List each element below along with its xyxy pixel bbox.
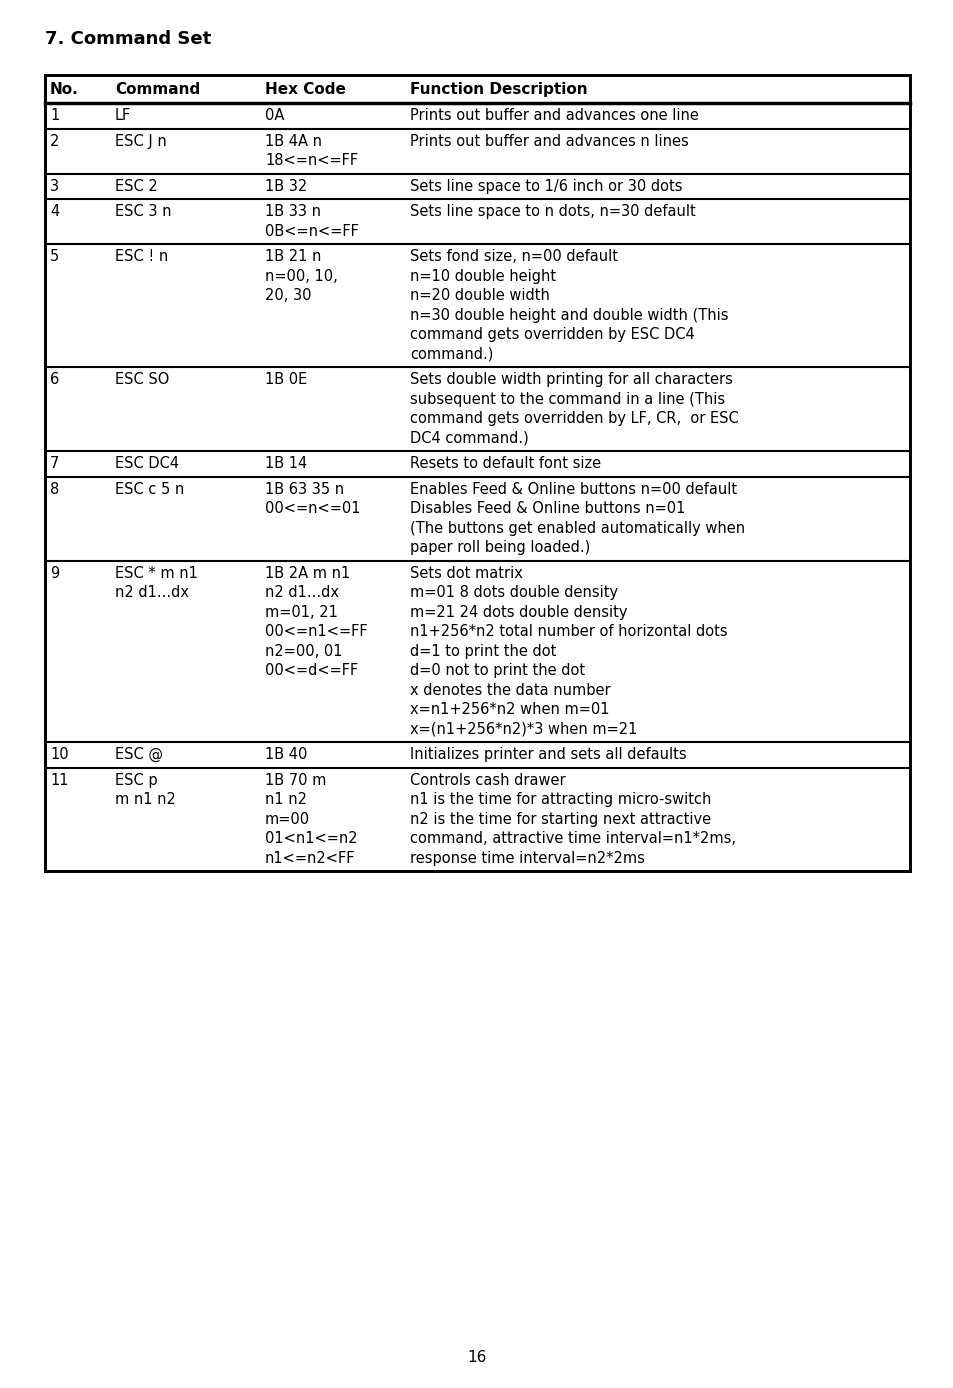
Text: n2 d1...dx: n2 d1...dx [265,586,338,600]
Text: command, attractive time interval=n1*2ms,: command, attractive time interval=n1*2ms… [410,831,735,847]
Text: response time interval=n2*2ms: response time interval=n2*2ms [410,851,644,866]
Text: Initializes printer and sets all defaults: Initializes printer and sets all default… [410,747,686,762]
Text: command gets overridden by LF, CR,  or ESC: command gets overridden by LF, CR, or ES… [410,411,738,426]
Text: m=01, 21: m=01, 21 [265,605,337,620]
Text: m=01 8 dots double density: m=01 8 dots double density [410,586,618,600]
Text: ESC 2: ESC 2 [115,179,157,194]
Text: Resets to default font size: Resets to default font size [410,457,600,472]
Text: LF: LF [115,108,132,124]
Text: (The buttons get enabled automatically when: (The buttons get enabled automatically w… [410,520,744,536]
Text: 1B 2A m n1: 1B 2A m n1 [265,566,350,580]
Text: Sets double width printing for all characters: Sets double width printing for all chara… [410,372,732,387]
Text: n1<=n2<FF: n1<=n2<FF [265,851,355,866]
Text: Sets line space to n dots, n=30 default: Sets line space to n dots, n=30 default [410,204,695,219]
Text: Function Description: Function Description [410,82,587,97]
Text: Controls cash drawer: Controls cash drawer [410,773,565,788]
Text: n=20 double width: n=20 double width [410,289,549,303]
Text: 18<=n<=FF: 18<=n<=FF [265,153,357,168]
Text: d=1 to print the dot: d=1 to print the dot [410,644,556,659]
Text: n1+256*n2 total number of horizontal dots: n1+256*n2 total number of horizontal dot… [410,625,727,640]
Text: 16: 16 [467,1351,486,1366]
Text: Command: Command [115,82,200,97]
Text: ESC DC4: ESC DC4 [115,457,179,472]
Text: DC4 command.): DC4 command.) [410,430,528,446]
Text: n=10 double height: n=10 double height [410,269,556,283]
Text: 1B 63 35 n: 1B 63 35 n [265,482,344,497]
Bar [45,75,909,872]
Text: ESC c 5 n: ESC c 5 n [115,482,184,497]
Text: 9: 9 [50,566,59,580]
Text: Enables Feed & Online buttons n=00 default: Enables Feed & Online buttons n=00 defau… [410,482,737,497]
Text: 0A: 0A [265,108,284,124]
Text: 01<n1<=n2: 01<n1<=n2 [265,831,357,847]
Text: n2 is the time for starting next attractive: n2 is the time for starting next attract… [410,812,710,827]
Text: 00<=n<=01: 00<=n<=01 [265,501,360,516]
Text: 5: 5 [50,250,59,264]
Text: No.: No. [50,82,79,97]
Text: 4: 4 [50,204,59,219]
Text: Sets line space to 1/6 inch or 30 dots: Sets line space to 1/6 inch or 30 dots [410,179,681,194]
Text: n1 is the time for attracting micro-switch: n1 is the time for attracting micro-swit… [410,793,711,808]
Text: Hex Code: Hex Code [265,82,346,97]
Text: n2=00, 01: n2=00, 01 [265,644,342,659]
Text: subsequent to the command in a line (This: subsequent to the command in a line (Thi… [410,391,724,407]
Text: ESC SO: ESC SO [115,372,170,387]
Text: 00<=d<=FF: 00<=d<=FF [265,663,358,679]
Text: 00<=n1<=FF: 00<=n1<=FF [265,625,367,640]
Text: 1: 1 [50,108,59,124]
Text: ESC 3 n: ESC 3 n [115,204,172,219]
Text: m n1 n2: m n1 n2 [115,793,175,808]
Text: 1B 32: 1B 32 [265,179,307,194]
Text: 1B 14: 1B 14 [265,457,307,472]
Text: n=30 double height and double width (This: n=30 double height and double width (Thi… [410,308,728,323]
Text: 1B 21 n: 1B 21 n [265,250,321,264]
Text: Prints out buffer and advances one line: Prints out buffer and advances one line [410,108,699,124]
Text: ESC p: ESC p [115,773,157,788]
Text: 6: 6 [50,372,59,387]
Text: x denotes the data number: x denotes the data number [410,683,610,698]
Text: command gets overridden by ESC DC4: command gets overridden by ESC DC4 [410,328,694,343]
Text: n=00, 10,: n=00, 10, [265,269,337,283]
Text: 11: 11 [50,773,69,788]
Text: Sets fond size, n=00 default: Sets fond size, n=00 default [410,250,618,264]
Text: 20, 30: 20, 30 [265,289,312,303]
Text: Prints out buffer and advances n lines: Prints out buffer and advances n lines [410,133,688,149]
Text: Disables Feed & Online buttons n=01: Disables Feed & Online buttons n=01 [410,501,684,516]
Text: m=00: m=00 [265,812,310,827]
Text: 7: 7 [50,457,59,472]
Text: n2 d1...dx: n2 d1...dx [115,586,189,600]
Text: 1B 33 n: 1B 33 n [265,204,320,219]
Text: d=0 not to print the dot: d=0 not to print the dot [410,663,584,679]
Text: 2: 2 [50,133,59,149]
Text: ESC ! n: ESC ! n [115,250,168,264]
Text: 1B 0E: 1B 0E [265,372,307,387]
Text: 1B 4A n: 1B 4A n [265,133,322,149]
Text: ESC * m n1: ESC * m n1 [115,566,197,580]
Text: x=n1+256*n2 when m=01: x=n1+256*n2 when m=01 [410,702,609,718]
Text: n1 n2: n1 n2 [265,793,307,808]
Text: paper roll being loaded.): paper roll being loaded.) [410,540,590,555]
Text: 1B 70 m: 1B 70 m [265,773,326,788]
Text: command.): command.) [410,347,493,362]
Text: 0B<=n<=FF: 0B<=n<=FF [265,223,358,239]
Text: 10: 10 [50,747,69,762]
Text: 3: 3 [50,179,59,194]
Text: 8: 8 [50,482,59,497]
Text: x=(n1+256*n2)*3 when m=21: x=(n1+256*n2)*3 when m=21 [410,722,637,737]
Text: 7. Command Set: 7. Command Set [45,31,211,49]
Text: Sets dot matrix: Sets dot matrix [410,566,522,580]
Text: 1B 40: 1B 40 [265,747,307,762]
Text: ESC J n: ESC J n [115,133,167,149]
Text: ESC @: ESC @ [115,747,163,762]
Text: m=21 24 dots double density: m=21 24 dots double density [410,605,627,620]
